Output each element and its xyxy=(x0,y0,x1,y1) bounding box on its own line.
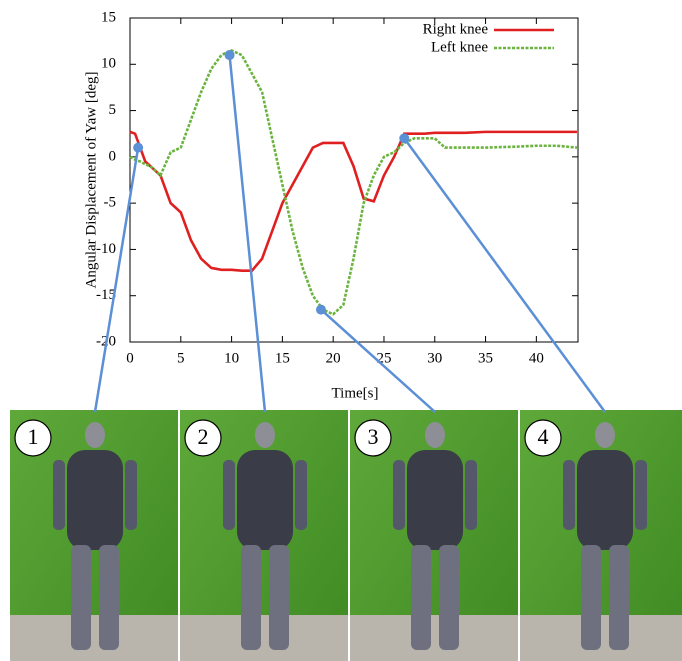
x-tick-label: 10 xyxy=(224,350,239,366)
floor xyxy=(180,615,348,661)
robot-leg xyxy=(581,545,601,650)
robot-torso xyxy=(67,450,123,550)
robot-leg xyxy=(609,545,629,650)
y-tick-label: 5 xyxy=(109,102,117,118)
x-tick-label: 40 xyxy=(529,350,544,366)
robot-head xyxy=(85,422,105,448)
number-label: 2 xyxy=(198,424,209,449)
y-tick-label: 10 xyxy=(101,56,116,72)
number-label: 1 xyxy=(28,424,39,449)
robot-leg xyxy=(269,545,289,650)
robot-leg xyxy=(411,545,431,650)
y-tick-label: -5 xyxy=(104,195,117,211)
figure: Time[s] Angular Displacement of Yaw [deg… xyxy=(0,0,682,661)
photo-panel: 3 xyxy=(350,410,518,661)
x-tick-label: 5 xyxy=(177,350,185,366)
robot-torso xyxy=(407,450,463,550)
x-tick-label: 25 xyxy=(376,350,391,366)
robot-arm xyxy=(125,460,137,530)
robot-arm xyxy=(635,460,647,530)
annotation-point xyxy=(316,305,326,315)
robot-leg xyxy=(99,545,119,650)
annotation-point xyxy=(133,143,143,153)
y-tick-label: 15 xyxy=(101,9,116,25)
robot-arm xyxy=(223,460,235,530)
photo-panel: 1 xyxy=(10,410,178,661)
robot-arm xyxy=(393,460,405,530)
series-line xyxy=(130,50,577,314)
robot-arm xyxy=(53,460,65,530)
x-tick-label: 15 xyxy=(275,350,290,366)
robot-arm xyxy=(295,460,307,530)
photo-panel: 2 xyxy=(180,410,348,661)
robot-leg xyxy=(241,545,261,650)
y-tick-label: -10 xyxy=(96,241,116,257)
y-tick-label: 0 xyxy=(109,148,117,164)
x-tick-label: 0 xyxy=(126,350,134,366)
legend-label: Left knee xyxy=(431,39,488,55)
robot-arm xyxy=(563,460,575,530)
callout-line xyxy=(95,148,138,412)
x-tick-label: 20 xyxy=(326,350,341,366)
robot-head xyxy=(425,422,445,448)
series-line xyxy=(130,132,577,271)
number-label: 3 xyxy=(368,424,379,449)
robot-head xyxy=(255,422,275,448)
floor xyxy=(10,615,178,661)
annotation-point xyxy=(225,50,235,60)
callout-line xyxy=(404,138,605,412)
x-tick-label: 35 xyxy=(478,350,493,366)
robot-leg xyxy=(71,545,91,650)
legend-label: Right knee xyxy=(423,21,489,37)
robot-torso xyxy=(237,450,293,550)
photo-panel: 4 xyxy=(520,410,682,661)
robot-arm xyxy=(465,460,477,530)
plot-frame xyxy=(130,18,578,342)
number-label: 4 xyxy=(538,424,549,449)
robot-torso xyxy=(577,450,633,550)
floor xyxy=(350,615,518,661)
x-axis-label: Time[s] xyxy=(332,385,379,401)
x-tick-label: 30 xyxy=(427,350,442,366)
annotation-point xyxy=(399,133,409,143)
robot-leg xyxy=(439,545,459,650)
robot-head xyxy=(595,422,615,448)
